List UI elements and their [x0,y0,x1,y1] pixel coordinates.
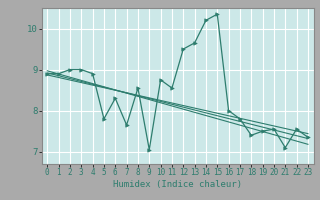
X-axis label: Humidex (Indice chaleur): Humidex (Indice chaleur) [113,180,242,189]
